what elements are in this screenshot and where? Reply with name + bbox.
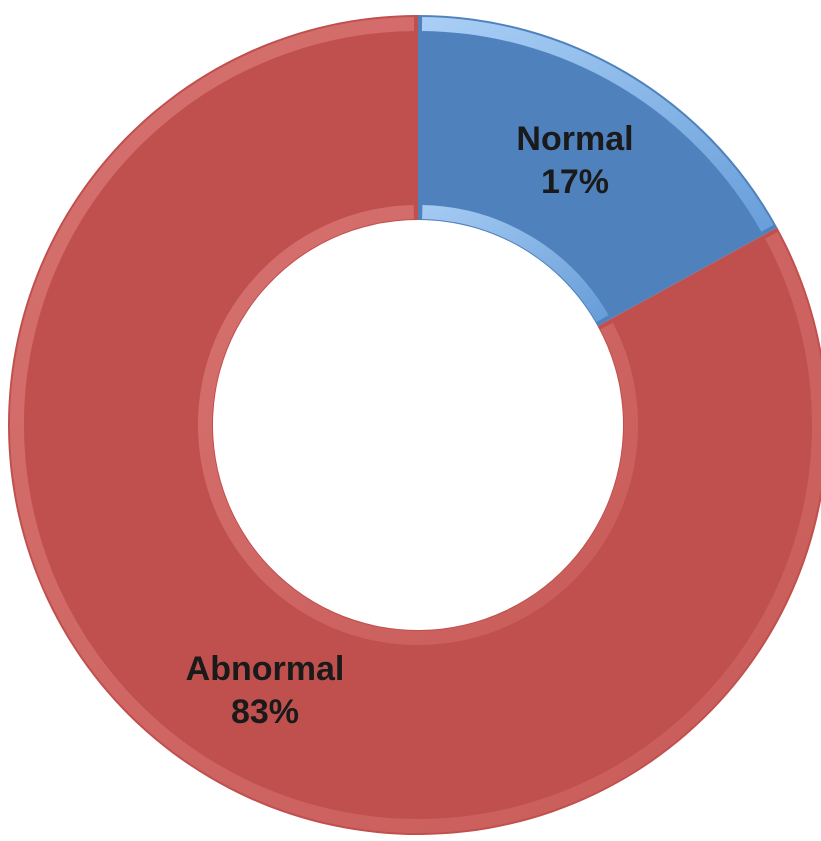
slice-normal-outer-bevel bbox=[421, 17, 774, 232]
slices-layer bbox=[8, 15, 821, 835]
bevel-layer bbox=[10, 17, 821, 833]
slice-abnormal-outer-bevel bbox=[10, 17, 821, 833]
slice-abnormal bbox=[8, 15, 821, 835]
slice-abnormal-inner-bevel bbox=[198, 205, 638, 645]
slice-label-normal: Normal bbox=[516, 120, 633, 158]
slice-value-normal: 17% bbox=[541, 163, 609, 201]
slice-normal bbox=[418, 15, 778, 327]
slice-normal-inner-bevel bbox=[422, 205, 609, 323]
labels-layer: Normal 17% Abnormal 83% bbox=[186, 120, 634, 731]
slice-value-abnormal: 83% bbox=[231, 693, 299, 731]
slice-label-abnormal: Abnormal bbox=[186, 650, 345, 688]
